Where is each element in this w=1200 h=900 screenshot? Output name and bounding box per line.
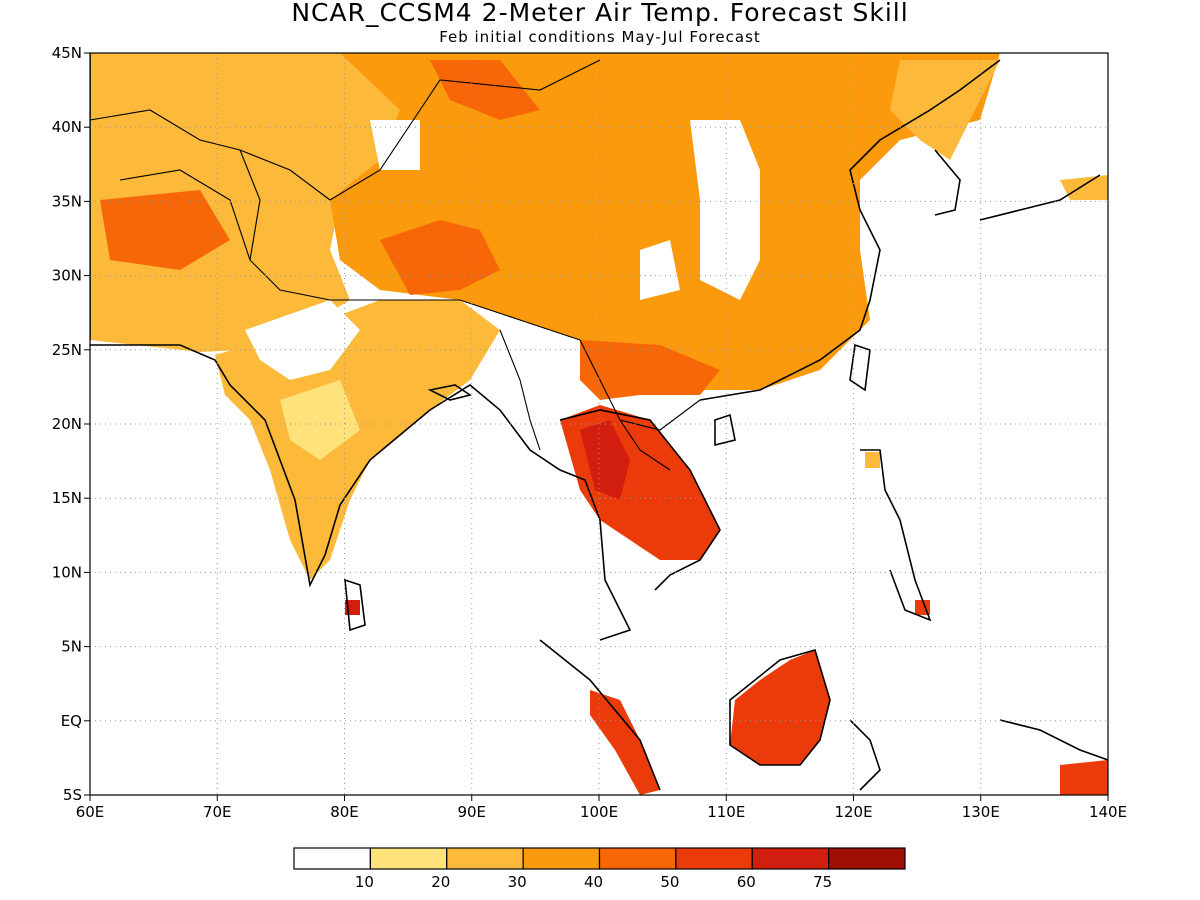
region-borneo xyxy=(730,650,830,765)
map-title: NCAR_CCSM4 2-Meter Air Temp. Forecast Sk… xyxy=(291,0,909,27)
region-india-low2 xyxy=(280,380,360,460)
region-south-china xyxy=(580,340,720,400)
colorbar-swatch xyxy=(293,847,371,870)
y-tick-label: 20N xyxy=(52,415,82,433)
region-mongolia xyxy=(330,53,1000,390)
x-tick-label: 70E xyxy=(203,803,232,821)
y-tick-label: 5N xyxy=(61,638,82,656)
x-tick-label: 120E xyxy=(834,803,872,821)
x-tick-label: 130E xyxy=(962,803,1000,821)
region-low-4 xyxy=(640,240,680,300)
colorbar-label: 40 xyxy=(584,873,603,891)
colorbar-label: 60 xyxy=(737,873,756,891)
y-tick-label: EQ xyxy=(61,712,82,730)
region-new-guinea xyxy=(1060,760,1108,795)
colorbar-swatch xyxy=(675,847,753,870)
borders xyxy=(90,59,701,471)
y-tick-label: 45N xyxy=(52,44,82,62)
colorbar-label: 20 xyxy=(431,873,450,891)
x-tick-label: 110E xyxy=(707,803,745,821)
x-tick-label: 60E xyxy=(76,803,105,821)
colorbar: 10 20 30 40 50 60 75 xyxy=(293,847,906,891)
colorbar-swatch xyxy=(751,847,830,870)
region-mongolia-high xyxy=(430,60,540,120)
colorbar-label: 50 xyxy=(660,873,679,891)
region-philippines xyxy=(865,452,880,468)
x-tick-label: 140E xyxy=(1089,803,1127,821)
colorbar-swatch xyxy=(828,847,906,870)
x-tick-label: 100E xyxy=(580,803,618,821)
gridlines xyxy=(90,53,1108,795)
skill-field xyxy=(90,53,1108,795)
region-india-low xyxy=(245,300,360,380)
region-korea xyxy=(890,60,1000,160)
y-tick-label: 35N xyxy=(52,192,82,210)
y-tick-label: 5S xyxy=(63,786,82,804)
y-axis: 5S EQ 5N 10N 15N 20N 25N 30N 35N 40N 45N xyxy=(52,44,90,804)
y-tick-label: 25N xyxy=(52,341,82,359)
colorbar-swatch xyxy=(522,847,601,870)
region-iran-high xyxy=(100,190,230,270)
region-low-3 xyxy=(370,120,420,170)
colorbar-label: 75 xyxy=(813,873,832,891)
region-sumatra xyxy=(590,690,660,795)
colorbar-label: 30 xyxy=(508,873,527,891)
y-tick-label: 15N xyxy=(52,489,82,507)
y-tick-label: 30N xyxy=(52,267,82,285)
x-tick-label: 90E xyxy=(457,803,486,821)
x-axis: 60E 70E 80E 90E 100E 110E 120E 130E 140E xyxy=(76,795,1127,821)
coastlines xyxy=(90,53,1108,791)
colorbar-swatch xyxy=(446,847,524,870)
x-tick-label: 80E xyxy=(330,803,359,821)
colorbar-swatch xyxy=(598,847,677,870)
colorbar-label: 10 xyxy=(355,873,374,891)
y-tick-label: 10N xyxy=(52,563,82,581)
region-indochina-core xyxy=(580,420,630,500)
region-taklamakan-low xyxy=(690,120,760,300)
y-tick-label: 40N xyxy=(52,118,82,136)
colorbar-swatch xyxy=(369,847,448,870)
map-subtitle: Feb initial conditions May-Jul Forecast xyxy=(439,28,761,46)
region-japan xyxy=(1060,175,1108,200)
region-tibet-high xyxy=(380,220,500,295)
